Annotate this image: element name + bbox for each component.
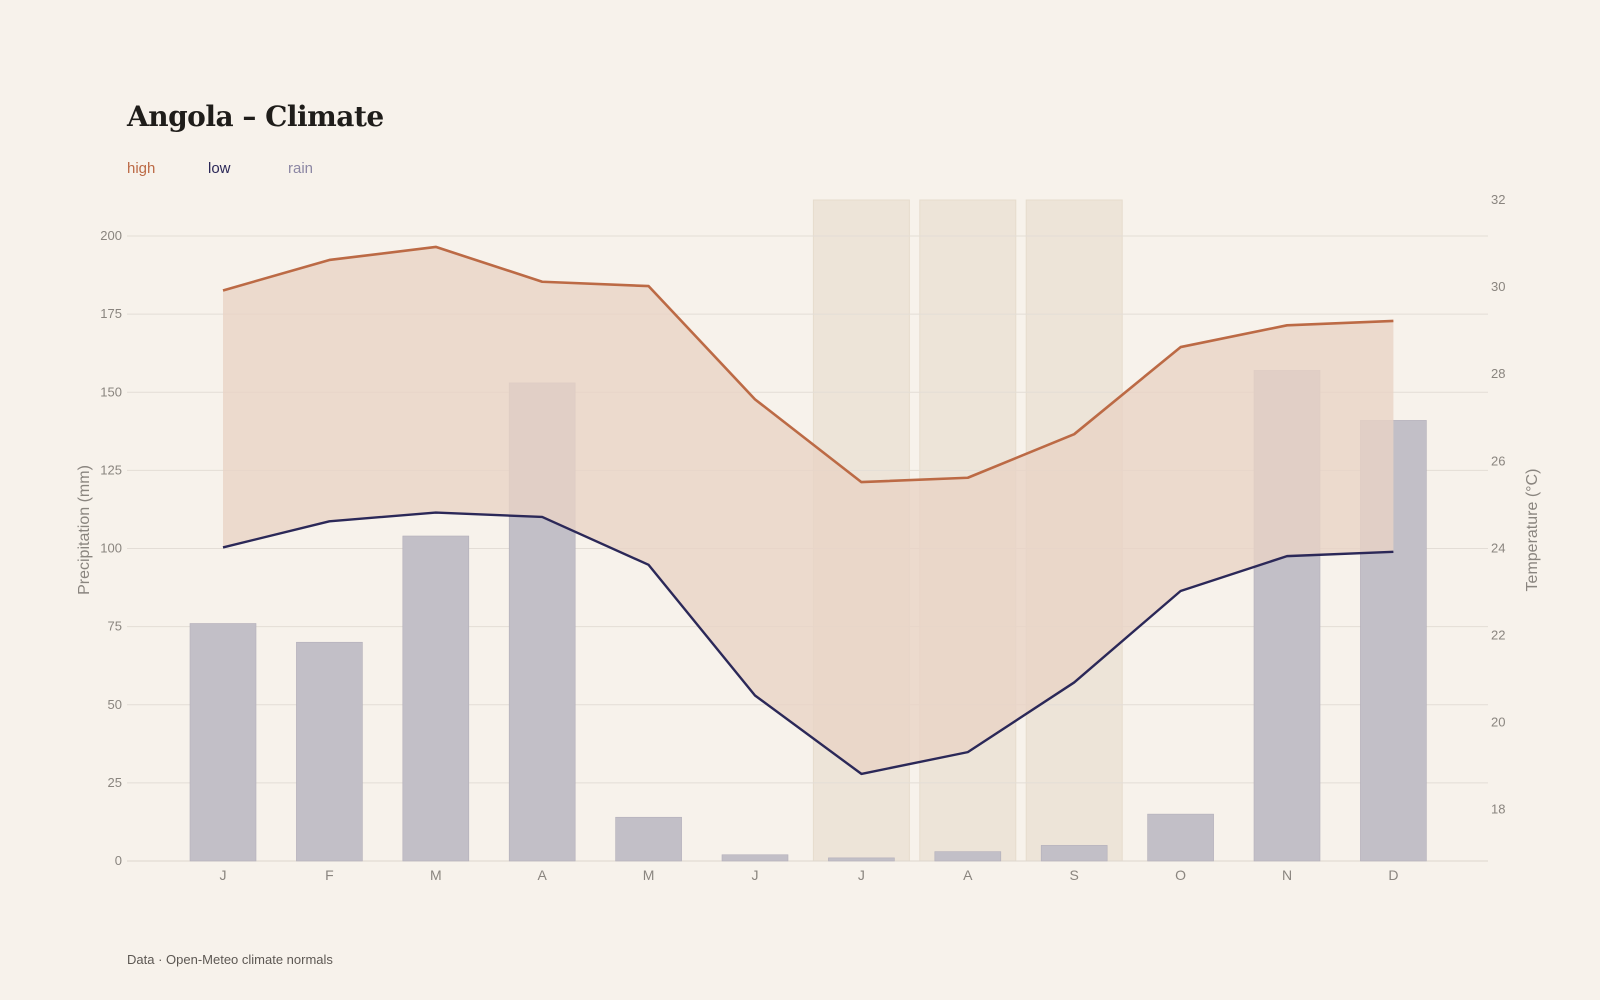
legend-low: low — [208, 160, 231, 177]
temperature-band — [223, 246, 1394, 774]
source-note: Data · Open-Meteo climate normals — [127, 952, 333, 967]
rain-bar — [615, 816, 682, 862]
month-label: N — [1282, 867, 1292, 883]
right-tick-label: 28 — [1491, 366, 1505, 381]
month-label: A — [963, 867, 973, 883]
right-axis-title: Temperature (°C) — [1524, 469, 1541, 592]
month-label: J — [858, 867, 865, 883]
month-label: M — [430, 867, 442, 883]
right-tick-label: 24 — [1491, 540, 1505, 555]
month-label: A — [538, 867, 548, 883]
left-axis-title: Precipitation (mm) — [76, 465, 93, 595]
left-tick-label: 50 — [108, 697, 122, 712]
left-tick-label: 0 — [115, 853, 122, 868]
legend-high: high — [127, 160, 156, 177]
legend-rain: rain — [288, 160, 314, 177]
month-label: D — [1388, 867, 1398, 883]
rain-bar — [934, 851, 1002, 862]
right-tick-label: 26 — [1491, 453, 1505, 468]
left-tick-label: 125 — [100, 462, 122, 477]
high-temperature-line — [222, 245, 1394, 484]
month-label: F — [325, 867, 334, 883]
month-label: J — [752, 867, 759, 883]
rain-bar — [189, 623, 257, 862]
left-tick-label: 100 — [100, 541, 122, 556]
rain-bar — [296, 641, 363, 862]
rain-bar — [1040, 845, 1108, 862]
left-tick-label: 150 — [100, 384, 122, 399]
month-label: J — [220, 867, 227, 883]
chart-title: Angola – Climate — [127, 100, 384, 133]
rain-bar — [1147, 813, 1214, 862]
left-tick-label: 200 — [100, 228, 122, 243]
left-tick-label: 175 — [100, 306, 122, 321]
rain-bar — [828, 857, 895, 862]
month-label: O — [1175, 867, 1186, 883]
right-tick-label: 18 — [1491, 802, 1505, 817]
left-tick-label: 75 — [108, 619, 122, 634]
low-temperature-line — [222, 511, 1394, 776]
right-tick-label: 22 — [1491, 628, 1505, 643]
month-label: S — [1070, 867, 1079, 883]
rain-bar — [402, 535, 470, 862]
right-tick-label: 20 — [1491, 715, 1505, 730]
left-tick-label: 25 — [108, 775, 122, 790]
right-tick-label: 32 — [1491, 192, 1505, 207]
rain-bar — [721, 854, 789, 862]
month-label: M — [643, 867, 655, 883]
right-tick-label: 30 — [1491, 279, 1505, 294]
